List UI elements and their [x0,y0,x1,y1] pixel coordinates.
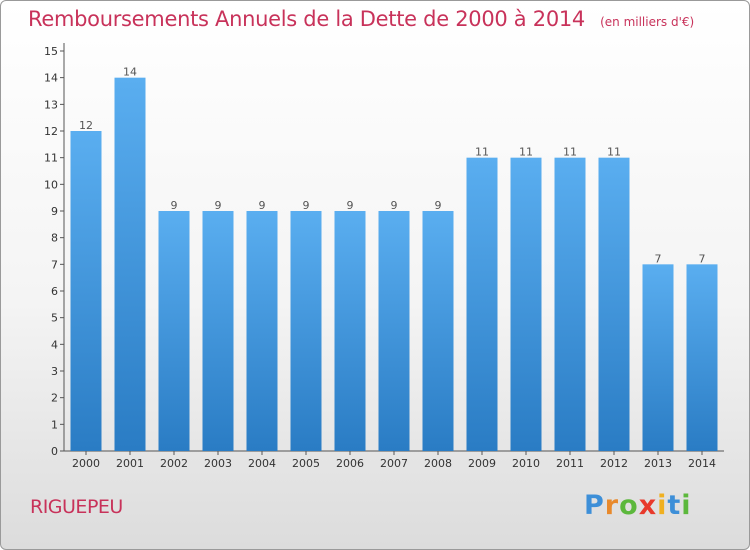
bar [510,157,542,451]
y-tick-label: 12 [44,125,58,138]
y-tick-label: 14 [44,72,58,85]
logo-letter: o [619,490,639,521]
value-label: 9 [435,199,442,212]
bar [246,211,278,451]
chart-unit: (en milliers d'€) [600,15,695,29]
bar [554,157,586,451]
value-label: 11 [607,146,621,159]
bar [290,211,322,451]
value-label: 11 [475,146,489,159]
value-label: 9 [215,199,222,212]
value-label: 7 [699,252,706,265]
x-tick-label: 2010 [512,457,540,470]
x-tick-label: 2003 [204,457,232,470]
y-tick-label: 2 [51,392,58,405]
bar [114,77,146,452]
bar [378,211,410,451]
title-row: Remboursements Annuels de la Dette de 20… [28,7,694,31]
x-tick-label: 2008 [424,457,452,470]
logo-letter: r [604,490,620,521]
value-label: 9 [303,199,310,212]
bar [598,157,630,451]
bar [334,211,366,451]
y-tick-label: 0 [51,445,58,458]
value-labels: 12 14 9 9 9 9 9 9 9 11 11 11 11 7 7 [79,66,706,266]
y-tick-label: 15 [44,45,58,58]
bar [686,264,718,451]
y-tick-label: 4 [51,338,58,351]
x-tick-label: 2014 [688,457,716,470]
y-tick-label: 10 [44,178,58,191]
bar [70,131,102,451]
value-label: 7 [655,252,662,265]
x-tick-label: 2013 [644,457,672,470]
proxiti-logo: Proxiti [584,490,692,521]
value-label: 9 [171,199,178,212]
value-label: 9 [391,199,398,212]
y-tick-label: 11 [44,152,58,165]
commune-name: RIGUEPEU [30,496,123,518]
value-label: 9 [347,199,354,212]
logo-letter: P [584,490,605,521]
value-label: 14 [123,66,137,79]
y-tick-label: 9 [51,205,58,218]
y-tick-label: 1 [51,418,58,431]
x-tick-label: 2000 [72,457,100,470]
chart-title: Remboursements Annuels de la Dette de 20… [28,7,585,31]
x-tick-label: 2006 [336,457,364,470]
value-label: 9 [259,199,266,212]
bar [158,211,190,451]
x-tick-label: 2002 [160,457,188,470]
x-tick-label: 2001 [116,457,144,470]
y-tick-label: 13 [44,98,58,111]
bar [466,157,498,451]
logo-letter: i [657,490,668,521]
x-tick-label: 2004 [248,457,276,470]
value-label: 11 [519,146,533,159]
x-tick-label: 2012 [600,457,628,470]
y-tick-label: 3 [51,365,58,378]
x-tick-label: 2009 [468,457,496,470]
bar [642,264,674,451]
y-tick-label: 6 [51,285,58,298]
x-tick-label: 2011 [556,457,584,470]
y-tick-label: 5 [51,312,58,325]
bars [70,77,718,452]
value-label: 12 [79,119,93,132]
logo-letter: x [638,490,658,521]
value-label: 11 [563,146,577,159]
x-tick-label: 2007 [380,457,408,470]
x-tick-label: 2005 [292,457,320,470]
bar [422,211,454,451]
logo-letter: i [681,490,692,521]
bar [202,211,234,451]
logo-letter: t [667,490,682,521]
y-tick-label: 8 [51,232,58,245]
y-tick-label: 7 [51,258,58,271]
